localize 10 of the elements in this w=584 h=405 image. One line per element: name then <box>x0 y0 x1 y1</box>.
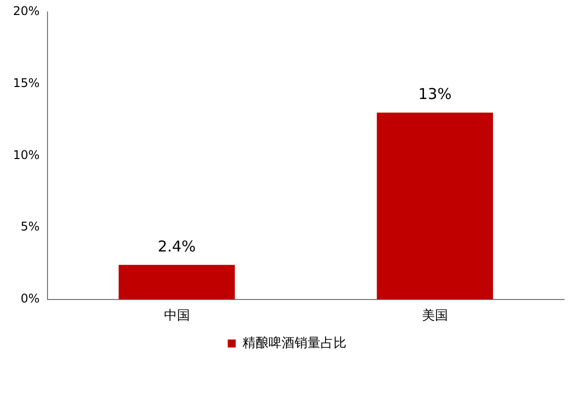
data-label: 2.4% <box>158 237 196 256</box>
y-tick-label: 20% <box>13 4 40 18</box>
y-tick-label: 5% <box>20 220 40 234</box>
y-tick-label: 15% <box>13 76 40 90</box>
x-tick-label: 美国 <box>422 308 448 324</box>
y-tick-label: 0% <box>20 292 40 306</box>
data-label: 13% <box>418 84 452 103</box>
x-tick-label: 中国 <box>164 308 190 324</box>
y-tick-label: 10% <box>13 148 40 162</box>
legend-label: 精酿啤酒销量占比 <box>242 336 346 351</box>
